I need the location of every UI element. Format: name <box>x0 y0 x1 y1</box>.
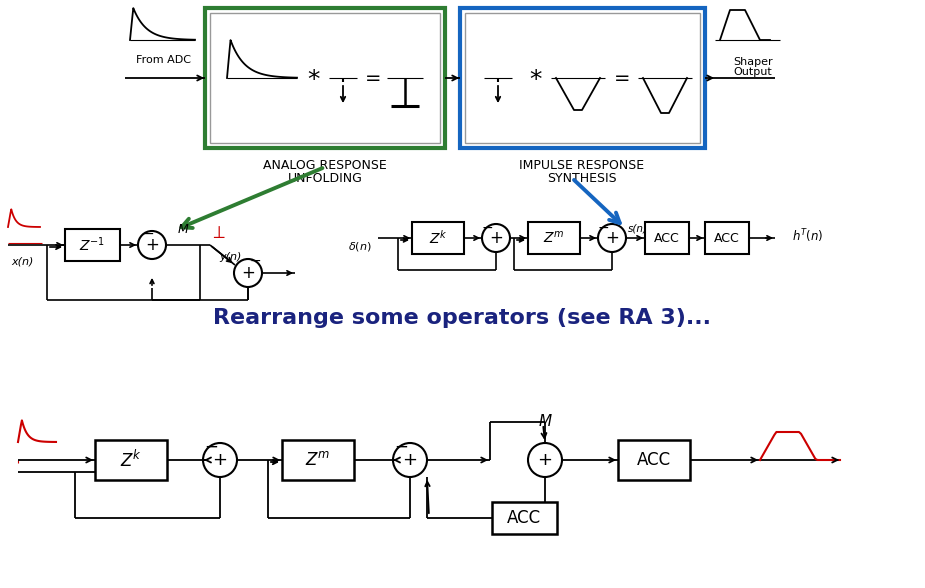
Bar <box>528 222 580 254</box>
Bar <box>645 222 689 254</box>
Text: ACC: ACC <box>637 451 671 469</box>
Text: *: * <box>307 68 319 92</box>
Text: From ADC: From ADC <box>135 55 191 65</box>
Text: +: + <box>145 236 159 254</box>
Text: −: − <box>249 254 261 268</box>
Text: $\perp$: $\perp$ <box>209 224 227 242</box>
Bar <box>205 8 445 148</box>
Text: M: M <box>178 222 189 236</box>
Text: y(n): y(n) <box>219 252 241 262</box>
Text: +: + <box>241 264 255 282</box>
Text: ANALOG RESPONSE: ANALOG RESPONSE <box>263 159 387 172</box>
Text: Rearrange some operators (see RA 3)...: Rearrange some operators (see RA 3)... <box>213 308 711 328</box>
Text: +: + <box>213 451 228 469</box>
Text: −: − <box>394 438 408 456</box>
Text: −: − <box>481 221 493 235</box>
Text: $Z^{-1}$: $Z^{-1}$ <box>79 236 105 254</box>
Bar <box>492 502 557 534</box>
Bar <box>210 13 440 143</box>
Text: −: − <box>204 438 218 456</box>
Text: Output: Output <box>734 67 772 77</box>
Text: −: − <box>142 227 154 241</box>
Text: s(n): s(n) <box>628 223 648 233</box>
Text: M: M <box>538 415 551 429</box>
Text: =: = <box>614 68 630 88</box>
Circle shape <box>528 443 562 477</box>
Text: +: + <box>605 229 619 247</box>
Text: $Z^{k}$: $Z^{k}$ <box>120 449 142 470</box>
Circle shape <box>393 443 427 477</box>
Circle shape <box>234 259 262 287</box>
Text: −: − <box>598 221 609 235</box>
Bar <box>618 440 690 480</box>
Bar <box>65 229 120 261</box>
Text: $Z^{m}$: $Z^{m}$ <box>543 230 565 246</box>
Text: $\delta(n)$: $\delta(n)$ <box>348 239 372 252</box>
Text: UNFOLDING: UNFOLDING <box>288 172 363 185</box>
Bar <box>705 222 749 254</box>
Text: $Z^{k}$: $Z^{k}$ <box>428 229 448 247</box>
Text: x(n): x(n) <box>11 256 33 266</box>
Text: ACC: ACC <box>714 232 740 245</box>
Text: ACC: ACC <box>654 232 680 245</box>
Bar <box>95 440 167 480</box>
Circle shape <box>138 231 166 259</box>
Text: $h^T(n)$: $h^T(n)$ <box>792 227 823 245</box>
Bar <box>465 13 700 143</box>
Text: *: * <box>529 68 541 92</box>
Text: +: + <box>537 451 552 469</box>
Bar <box>412 222 464 254</box>
Circle shape <box>598 224 626 252</box>
Bar <box>460 8 705 148</box>
Text: ACC: ACC <box>507 509 541 527</box>
Text: IMPULSE RESPONSE: IMPULSE RESPONSE <box>520 159 645 172</box>
Text: +: + <box>402 451 417 469</box>
Text: +: + <box>489 229 503 247</box>
Text: $Z^{m}$: $Z^{m}$ <box>305 451 331 469</box>
Circle shape <box>482 224 510 252</box>
Circle shape <box>203 443 237 477</box>
Text: Shaper: Shaper <box>734 57 772 67</box>
Text: =: = <box>364 68 381 88</box>
Text: SYNTHESIS: SYNTHESIS <box>548 172 617 185</box>
Bar <box>282 440 354 480</box>
